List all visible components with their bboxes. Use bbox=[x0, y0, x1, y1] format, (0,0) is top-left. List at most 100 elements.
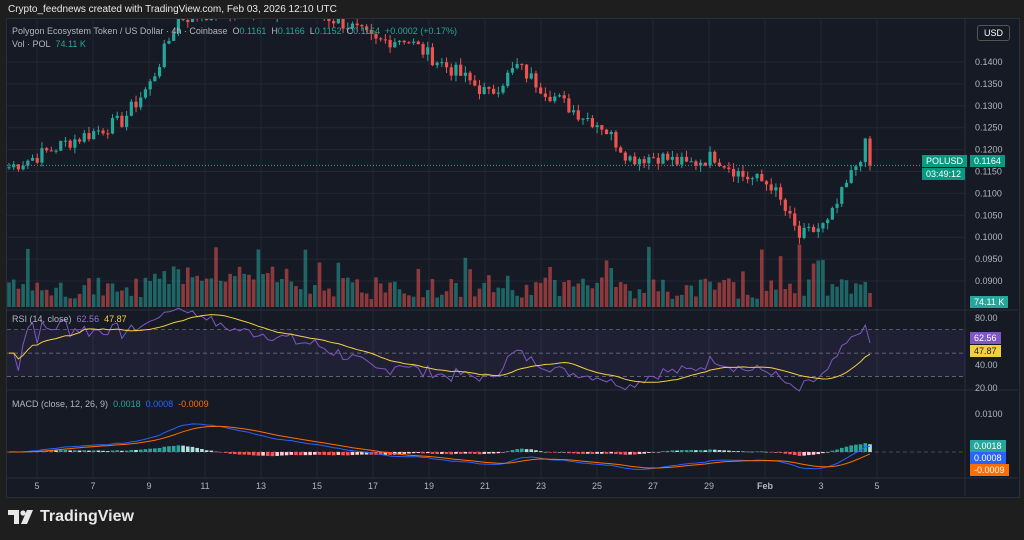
volume-bar bbox=[844, 280, 849, 307]
macd-histogram-bar bbox=[567, 452, 571, 454]
volume-bar bbox=[110, 283, 115, 307]
candles bbox=[7, 7, 872, 244]
candle-body bbox=[830, 207, 834, 220]
candle-body bbox=[454, 64, 458, 76]
candle-body bbox=[186, 20, 190, 23]
macd-histogram-bar bbox=[284, 452, 289, 456]
macd-histogram-bar bbox=[327, 452, 331, 456]
symbol-title[interactable]: Polygon Ecosystem Token / US Dollar · 4h… bbox=[12, 26, 228, 36]
candle-body bbox=[557, 95, 562, 97]
volume-bar bbox=[524, 284, 529, 307]
price-tick-label: 0.1200 bbox=[975, 145, 1003, 155]
volume-bar bbox=[797, 244, 802, 307]
volume-bar bbox=[618, 282, 623, 307]
macd-histogram-bar bbox=[397, 452, 402, 455]
volume-bar bbox=[863, 281, 868, 307]
macd-histogram-bar bbox=[515, 449, 519, 452]
candle-body bbox=[214, 7, 217, 17]
price-tick-label: 0.1350 bbox=[975, 79, 1003, 89]
volume-bar bbox=[313, 285, 317, 307]
candle-body bbox=[327, 19, 331, 22]
volume-bar bbox=[214, 247, 218, 307]
macd-hist-value: 0.0018 bbox=[113, 399, 141, 409]
candle-body bbox=[684, 156, 689, 162]
tradingview-logo[interactable]: TradingView bbox=[8, 508, 134, 526]
chart-frame[interactable] bbox=[6, 18, 1020, 498]
candle-body bbox=[238, 10, 241, 13]
macd-histogram-bar bbox=[830, 450, 835, 452]
candle-body bbox=[157, 67, 162, 77]
volume-bar bbox=[265, 273, 270, 307]
price-tick-label: 0.0950 bbox=[975, 254, 1003, 264]
volume-bar bbox=[529, 294, 534, 307]
candle-body bbox=[318, 8, 321, 14]
candle-body bbox=[369, 29, 373, 34]
volume-bar bbox=[670, 298, 675, 307]
candle-body bbox=[647, 157, 651, 164]
candle-body bbox=[736, 171, 740, 177]
candle-body bbox=[553, 96, 557, 102]
macd-histogram-bar bbox=[440, 452, 444, 454]
volume-bar bbox=[440, 294, 444, 307]
volume-bar bbox=[600, 277, 604, 307]
volume-bar bbox=[792, 293, 797, 307]
macd-line-value: 0.0008 bbox=[145, 399, 174, 409]
low-value: 0.1152 bbox=[314, 26, 342, 36]
macd-legend[interactable]: MACD (close, 12, 26, 9) 0.0018 0.0008 -0… bbox=[12, 399, 209, 409]
price-tick-label: 0.1150 bbox=[975, 167, 1002, 177]
candle-body bbox=[82, 133, 86, 142]
volume-bar bbox=[106, 283, 110, 307]
volume-bar bbox=[388, 282, 392, 307]
volume-bar bbox=[374, 277, 378, 307]
macd-histogram-bar bbox=[416, 452, 421, 454]
macd-histogram-bar bbox=[807, 452, 811, 456]
macd-histogram-bar bbox=[247, 452, 251, 455]
time-tick-label: 29 bbox=[704, 481, 714, 491]
volume-tag: 74.11 K bbox=[970, 296, 1009, 308]
volume-bar bbox=[223, 281, 228, 307]
time-tick-label: 25 bbox=[592, 481, 602, 491]
macd-histogram-bar bbox=[623, 452, 628, 455]
candle-body bbox=[459, 64, 463, 76]
macd-histogram-bar bbox=[195, 447, 199, 452]
candle-body bbox=[332, 21, 336, 24]
volume-bar bbox=[552, 280, 557, 307]
time-tick-label: 17 bbox=[368, 481, 378, 491]
volume-bar bbox=[656, 291, 661, 307]
candle-body bbox=[350, 23, 355, 29]
time-tick-label: 7 bbox=[90, 481, 95, 491]
macd-histogram-bar bbox=[529, 449, 534, 452]
volume-bar bbox=[520, 297, 524, 307]
macd-histogram-bar bbox=[110, 450, 115, 452]
volume-label: Vol · POL bbox=[12, 39, 51, 49]
macd-histogram-bar bbox=[868, 444, 872, 452]
macd-line bbox=[8, 423, 871, 470]
macd-histogram-bar bbox=[350, 452, 355, 456]
macd-histogram-bar bbox=[331, 452, 336, 456]
open-value: 0.1161 bbox=[239, 26, 267, 36]
volume-bar bbox=[11, 279, 16, 307]
volume-bar bbox=[77, 293, 82, 307]
candle-body bbox=[397, 40, 402, 43]
rsi-ma-tag: 47.87 bbox=[970, 345, 1001, 357]
attribution: Crypto_feednews created with TradingView… bbox=[8, 4, 337, 15]
volume-bar bbox=[148, 281, 152, 307]
rsi-legend[interactable]: RSI (14, close) 62.56 47.87 bbox=[12, 314, 127, 324]
macd-histogram-bar bbox=[68, 450, 72, 452]
macd-histogram-bar bbox=[120, 450, 124, 452]
candle-body bbox=[266, 10, 269, 16]
close-value: 0.1164 bbox=[353, 26, 380, 36]
macd-histogram-bar bbox=[717, 450, 722, 452]
macd-histogram-bar bbox=[138, 449, 143, 452]
macd-histogram-bar bbox=[458, 452, 463, 454]
macd-histogram-bar bbox=[604, 452, 609, 454]
candle-body bbox=[628, 156, 632, 161]
macd-histogram-bar bbox=[134, 449, 138, 452]
currency-button[interactable]: USD bbox=[976, 25, 1010, 41]
volume-bar bbox=[289, 281, 294, 307]
volume-bar bbox=[515, 295, 519, 307]
volume-bar bbox=[30, 290, 35, 307]
rsi-ma-line bbox=[9, 314, 871, 383]
volume-bar bbox=[162, 271, 167, 307]
